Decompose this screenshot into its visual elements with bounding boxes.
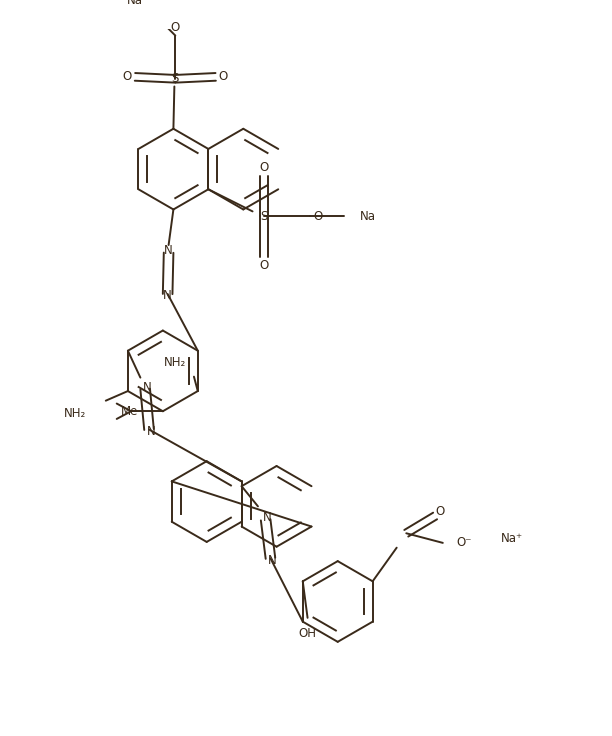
Text: Me: Me <box>121 405 138 418</box>
Text: N: N <box>263 512 272 524</box>
Text: O: O <box>171 21 180 35</box>
Text: NH₂: NH₂ <box>64 407 86 420</box>
Text: N: N <box>268 553 277 567</box>
Text: O: O <box>313 210 323 223</box>
Text: Na⁺: Na⁺ <box>501 531 523 545</box>
Text: O: O <box>122 71 132 83</box>
Text: N: N <box>163 289 172 302</box>
Text: NH₂: NH₂ <box>164 355 186 369</box>
Text: Na: Na <box>127 0 143 7</box>
Text: N: N <box>143 381 152 394</box>
Text: N: N <box>164 244 173 258</box>
Text: O: O <box>218 71 228 83</box>
Text: S: S <box>171 72 179 85</box>
Text: Na: Na <box>360 210 376 223</box>
Text: O⁻: O⁻ <box>457 537 472 549</box>
Text: OH: OH <box>299 626 316 640</box>
Text: O: O <box>259 258 269 272</box>
Text: O: O <box>435 505 444 517</box>
Text: O: O <box>259 160 269 174</box>
Text: N: N <box>146 425 155 438</box>
Text: S: S <box>260 210 268 223</box>
